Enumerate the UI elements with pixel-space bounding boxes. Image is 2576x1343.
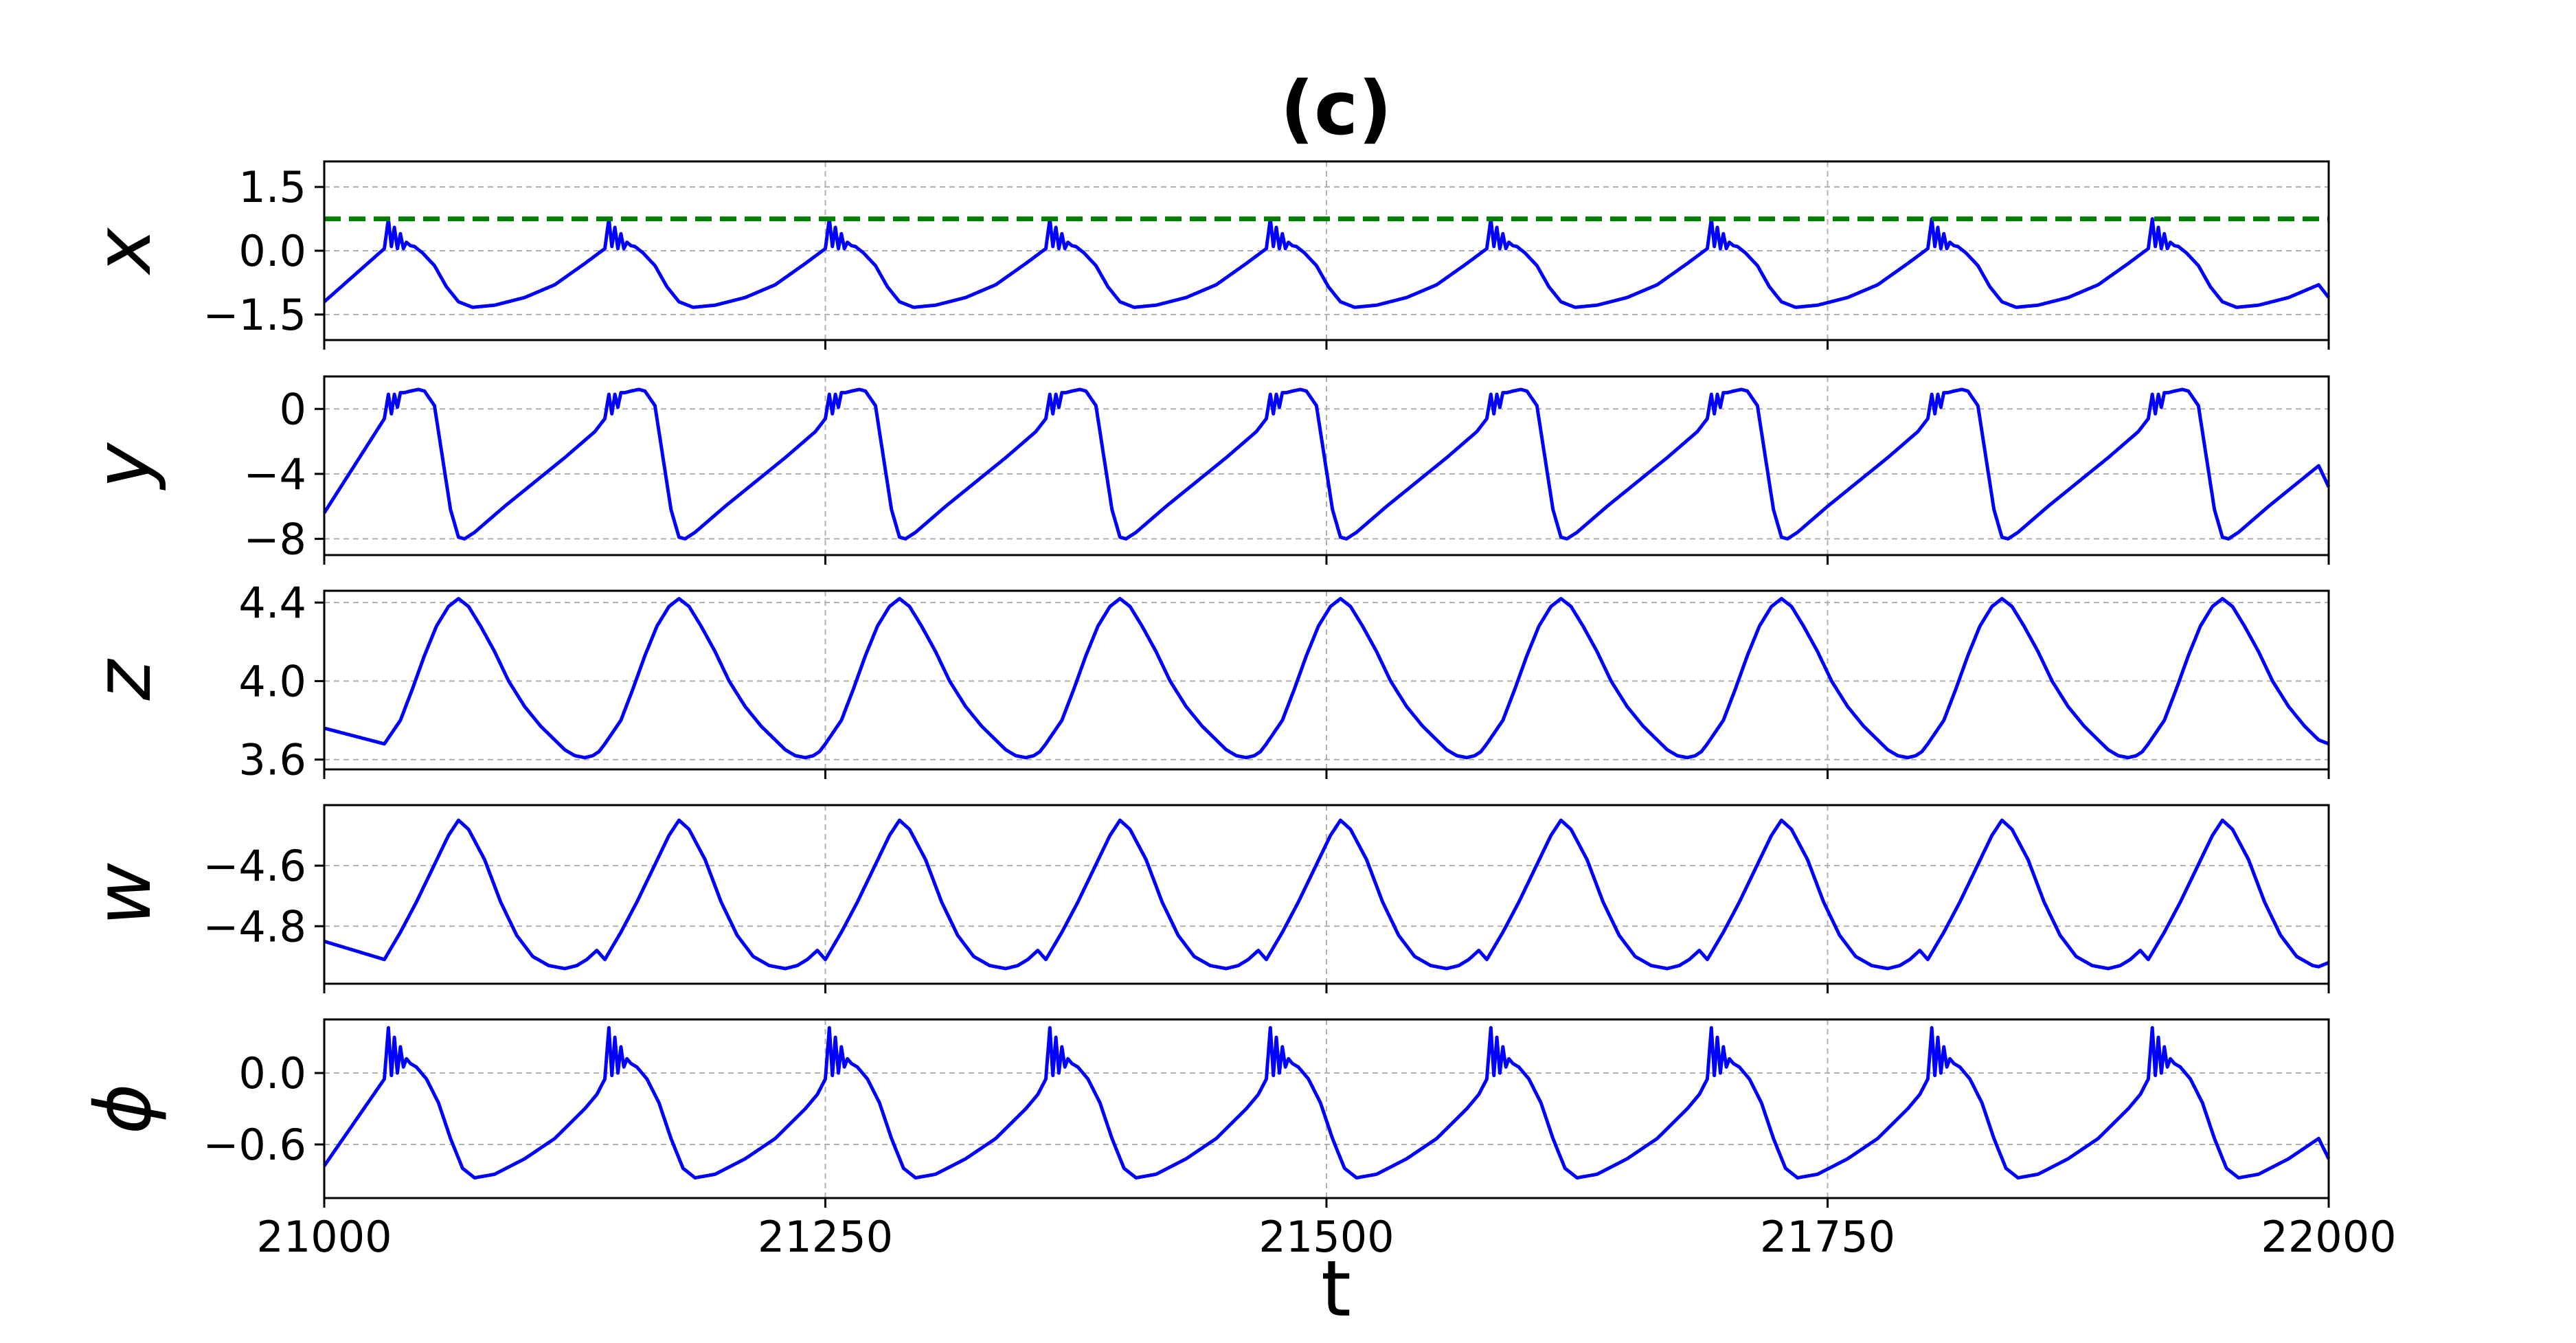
y-tick-label: 1.5 (238, 162, 306, 212)
y-axis-label: x (79, 227, 168, 275)
y-tick-label: −4 (244, 449, 306, 499)
axes-frame (323, 589, 2330, 771)
y-tick-label: 0 (280, 384, 306, 434)
y-axis-label: ϕ (79, 1083, 168, 1134)
x-tick-label: 21500 (1258, 1212, 1394, 1262)
y-tick-label: −8 (244, 514, 306, 564)
subplot-3: 4.4 4.0 3.6 z (79, 578, 2330, 785)
subplot-4: −4.6 −4.8 w (79, 804, 2330, 993)
y-tick-label: 0.0 (238, 226, 306, 276)
y-tick-label: 4.4 (238, 578, 306, 628)
axes-frame (323, 160, 2330, 341)
y-tick-label: 3.6 (238, 735, 306, 785)
axes-frame (323, 1018, 2330, 1199)
x-tick-label: 22000 (2261, 1212, 2396, 1262)
y-tick-label: −4.6 (203, 841, 306, 891)
chart-title: (c) (1280, 66, 1392, 152)
x-tick-label: 21000 (256, 1212, 392, 1262)
subplot-1: 1.5 0.0 −1.5 x (79, 160, 2330, 350)
x-tick-label: 21750 (1760, 1212, 1895, 1262)
series-line-z (324, 596, 2329, 760)
series-line-w (324, 818, 2329, 971)
x-tick-label: 21250 (758, 1212, 893, 1262)
x-axis-label: t (1321, 1245, 1351, 1334)
series-line-ϕ (322, 1026, 2331, 1180)
y-axis-label: w (79, 863, 168, 926)
y-tick-label: −4.8 (203, 901, 306, 951)
series-line-x (323, 217, 2330, 309)
subplot-2: 0 −4 −8 y (79, 375, 2331, 565)
axes-frame (323, 804, 2330, 985)
axes-frame (323, 375, 2330, 556)
y-tick-label: 0.0 (238, 1048, 306, 1098)
y-tick-label: −1.5 (203, 290, 306, 340)
y-axis-label: z (79, 658, 168, 701)
panels-layer: 1.5 0.0 −1.5 x 0 −4 −8 y 4.4 4.0 3.6 z −4.6 −4.8 w 0.0 −… (79, 160, 2397, 1262)
y-tick-label: −0.6 (203, 1120, 306, 1170)
y-tick-label: 4.0 (238, 656, 306, 706)
subplot-5: 0.0 −0.6 ϕ (79, 1018, 2331, 1208)
series-line-y (322, 387, 2331, 541)
y-axis-label: y (79, 442, 168, 490)
